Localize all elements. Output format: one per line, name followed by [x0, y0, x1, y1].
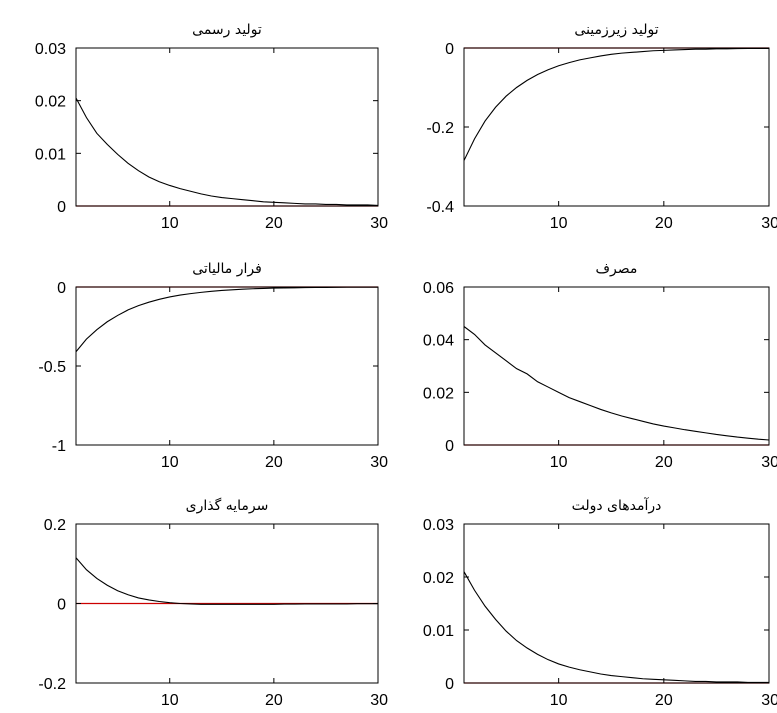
x-tick-label-5-0: 10: [550, 692, 568, 709]
x-tick-label-0-1: 20: [265, 215, 283, 232]
y-tick-label-3-3: 0.06: [423, 280, 454, 297]
y-tick-label-3-0: 0: [445, 438, 454, 455]
y-tick-label-3-2: 0.04: [423, 333, 454, 350]
chart-panel-3: مصرف 10 20 30 0 0.02 0.04 0.06: [423, 261, 777, 471]
y-tick-label-1-2: 0: [445, 41, 454, 58]
chart-title-2: فرار مالیاتی: [192, 261, 262, 277]
chart-panel-0: تولید رسمی 10 20 30 0 0.01 0.02 0.03: [35, 22, 388, 232]
y-tick-label-5-3: 0.03: [423, 517, 454, 534]
x-tick-label-4-2: 30: [370, 692, 388, 709]
x-tick-label-5-1: 20: [655, 692, 673, 709]
plot-frame-5: [463, 523, 770, 684]
plot-frame-2: [75, 286, 379, 446]
chart-panel-5: درآمدهای دولت 10 20 30 0 0.01 0.02 0.03: [423, 497, 777, 709]
x-tick-label-3-0: 10: [550, 454, 568, 471]
chart-title-4: سرمایه گذاری: [186, 497, 269, 514]
y-tick-label-0-3: 0.03: [35, 41, 66, 58]
chart-panel-4: سرمایه گذاری 10 20 30 -0.2 0 0.2: [38, 497, 388, 709]
y-tick-label-5-2: 0.02: [423, 570, 454, 587]
x-tick-label-1-1: 20: [655, 215, 673, 232]
plot-frame-1: [463, 47, 770, 207]
x-tick-label-0-0: 10: [161, 215, 179, 232]
y-tick-label-5-1: 0.01: [423, 623, 454, 640]
series-line-1: [463, 47, 769, 161]
chart-title-5: درآمدهای دولت: [572, 497, 662, 514]
x-tick-label-3-2: 30: [761, 454, 777, 471]
plot-frame-3: [463, 286, 770, 446]
series-line-2: [75, 286, 378, 353]
x-tick-label-4-0: 10: [161, 692, 179, 709]
chart-panel-2: فرار مالیاتی 10 20 30 -1 -0.5 0: [38, 261, 388, 471]
y-tick-label-2-2: 0: [57, 280, 66, 297]
y-tick-label-1-1: -0.2: [426, 120, 454, 137]
x-tick-label-4-1: 20: [265, 692, 283, 709]
x-tick-label-2-1: 20: [265, 454, 283, 471]
y-tick-label-0-2: 0.02: [35, 94, 66, 111]
y-tick-label-1-0: -0.4: [426, 199, 454, 216]
y-tick-label-4-2: 0.2: [44, 517, 66, 534]
y-tick-label-4-1: 0: [57, 597, 66, 614]
y-tick-label-0-1: 0.01: [35, 146, 66, 163]
y-tick-label-3-1: 0.02: [423, 385, 454, 402]
x-tick-label-2-0: 10: [161, 454, 179, 471]
x-tick-label-3-1: 20: [655, 454, 673, 471]
y-tick-label-2-1: -0.5: [38, 359, 66, 376]
x-tick-label-1-0: 10: [550, 215, 568, 232]
x-tick-label-2-2: 30: [370, 454, 388, 471]
y-tick-label-2-0: -1: [52, 438, 66, 455]
y-tick-label-4-0: -0.2: [38, 676, 66, 693]
x-tick-label-1-2: 30: [761, 215, 777, 232]
x-tick-label-5-2: 30: [761, 692, 777, 709]
y-tick-label-0-0: 0: [57, 199, 66, 216]
y-tick-label-5-0: 0: [445, 676, 454, 693]
chart-panel-1: تولید زیرزمینی 10 20 30 -0.4 -0.2 0: [426, 22, 777, 232]
chart-title-3: مصرف: [596, 261, 638, 277]
chart-title-1: تولید زیرزمینی: [574, 22, 658, 38]
series-line-0: [75, 97, 379, 207]
series-line-3: [463, 326, 770, 441]
series-line-4: [75, 557, 378, 605]
x-tick-label-0-2: 30: [370, 215, 388, 232]
chart-title-0: تولید رسمی: [192, 22, 262, 38]
plot-frame-0: [75, 47, 379, 207]
series-line-5: [463, 571, 769, 684]
